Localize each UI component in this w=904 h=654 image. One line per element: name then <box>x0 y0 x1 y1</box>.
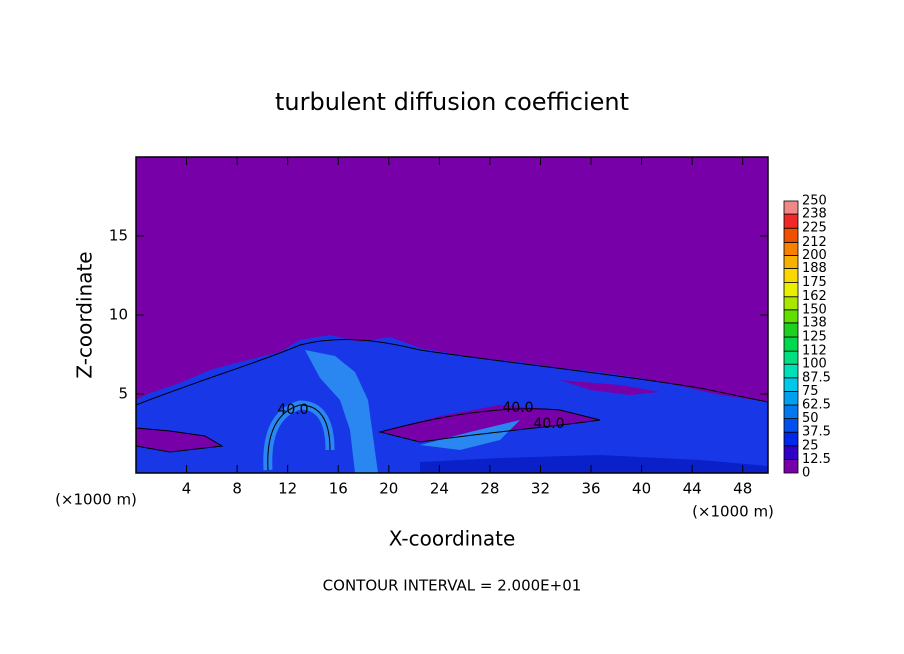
y-axis-title: Z-coordinate <box>73 251 97 378</box>
colorbar-label: 37.5 <box>802 425 831 440</box>
colorbar-label: 188 <box>802 261 827 276</box>
x-tick-label: 36 <box>581 480 600 498</box>
colorbar-swatch <box>783 418 799 433</box>
field-region <box>560 380 660 395</box>
y-tick-label: 5 <box>118 385 128 403</box>
contour-line <box>267 404 331 471</box>
field-region <box>136 428 222 452</box>
x-tick-label: 32 <box>531 480 550 498</box>
colorbar-swatch <box>783 227 799 243</box>
colorbar-label: 25 <box>802 438 819 453</box>
colorbar-swatch <box>783 404 799 420</box>
colorbar-swatch <box>783 363 799 379</box>
colorbar-swatch <box>783 268 799 283</box>
colorbar-swatch <box>783 350 799 365</box>
colorbar-label: 0 <box>802 466 810 481</box>
contour-label: 40.0 <box>277 402 308 418</box>
colorbar-swatch <box>783 254 799 269</box>
contour-label: 40.0 <box>502 400 533 416</box>
field-region <box>305 350 378 473</box>
colorbar-label: 138 <box>802 315 827 330</box>
colorbar-swatch <box>783 213 799 229</box>
y-tick-label: 10 <box>109 306 128 324</box>
colorbar-swatch <box>783 390 799 406</box>
x-tick-label: 40 <box>632 480 651 498</box>
field-region <box>420 455 768 473</box>
colorbar-swatch <box>783 200 799 215</box>
colorbar-swatch <box>783 296 799 311</box>
x-tick-label: 8 <box>232 480 242 498</box>
colorbar-swatch <box>783 458 799 474</box>
colorbar-label: 100 <box>802 357 827 372</box>
colorbar-label: 212 <box>802 235 827 250</box>
x-axis-title: X-coordinate <box>389 527 516 551</box>
colorbar-swatch <box>783 445 799 460</box>
contour-line <box>378 408 601 443</box>
colorbar-label: 200 <box>802 248 827 263</box>
footer: CONTOUR INTERVAL = 2.000E+01 <box>323 577 582 595</box>
colorbar-swatch <box>783 431 799 447</box>
colorbar-swatch <box>783 309 799 324</box>
colorbar-swatch <box>783 241 799 256</box>
x-tick-label: 48 <box>733 480 752 498</box>
colorbar-label: 238 <box>802 207 827 222</box>
field-region <box>380 405 600 442</box>
colorbar-label: 175 <box>802 275 827 290</box>
x-tick-label: 24 <box>430 480 449 498</box>
colorbar-label: 50 <box>802 411 819 426</box>
x-tick-label: 16 <box>329 480 348 498</box>
x-tick-label: 44 <box>683 480 702 498</box>
colorbar-label: 125 <box>802 330 827 345</box>
field-region <box>136 335 768 473</box>
x-tick-label: 12 <box>278 480 297 498</box>
colorbar-label: 87.5 <box>802 370 831 385</box>
colorbar-swatch <box>783 282 799 298</box>
colorbar-label: 112 <box>802 344 827 359</box>
colorbar-label: 62.5 <box>802 398 831 413</box>
y-tick-label: 15 <box>109 227 128 245</box>
x-tick-label: 28 <box>480 480 499 498</box>
colorbar-label: 75 <box>802 384 819 399</box>
contour-label: 40.0 <box>533 416 564 432</box>
colorbar-swatch <box>783 322 799 338</box>
x-unit-label: (×1000 m) <box>55 491 137 509</box>
colorbar-swatch <box>783 377 799 392</box>
x-unit-label: (×1000 m) <box>692 503 774 521</box>
colorbar-label: 250 <box>802 194 827 209</box>
chart-title: turbulent diffusion coefficient <box>275 88 629 116</box>
contour-line <box>135 339 769 406</box>
colorbar-label: 12.5 <box>802 452 831 467</box>
colorbar-swatch <box>783 336 799 352</box>
colorbar-label: 150 <box>802 302 827 317</box>
colorbar-label: 225 <box>802 221 827 236</box>
x-tick-label: 20 <box>379 480 398 498</box>
field <box>135 157 769 473</box>
contour-line <box>135 427 224 453</box>
colorbar-label: 162 <box>802 289 827 304</box>
x-tick-label: 4 <box>182 480 192 498</box>
